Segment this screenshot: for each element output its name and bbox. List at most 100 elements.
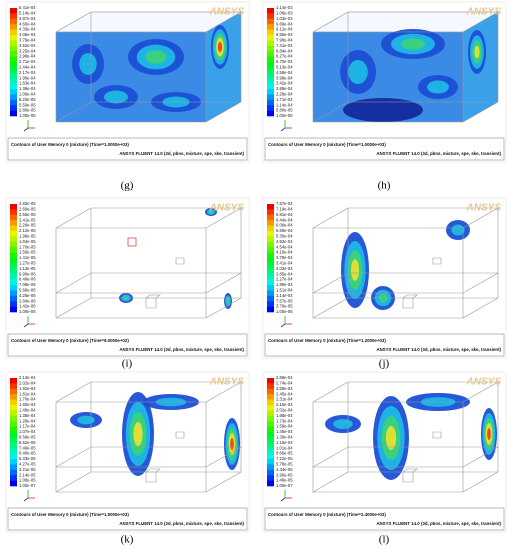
contour-blob [427, 80, 449, 94]
colorbar-band [267, 274, 274, 280]
colorbar-label: 6.81e-04 [276, 212, 293, 217]
colorbar-label: 1.60e-04 [19, 402, 36, 407]
contour-blob [333, 419, 353, 429]
colorbar-label: 2.26e-05 [19, 223, 36, 228]
colorbar-label: 2.41e-05 [19, 217, 36, 222]
colorbar-label: 5.66e-06 [19, 288, 36, 293]
colorbar-label: 1.98e-05 [19, 234, 36, 239]
box-edge [312, 11, 349, 33]
footer: ANSYS FLUENT 14.0 (3d, pbns, mixture, sp… [376, 151, 501, 156]
colorbar-band [10, 301, 17, 307]
colorbar-band [10, 209, 17, 216]
logo: ANSYS [466, 7, 502, 18]
colorbar-label: 2.55e-05 [19, 212, 36, 217]
panel-label: (g) [121, 180, 134, 192]
caption: Contours of User Memory 0 (mixture) (Tim… [11, 142, 129, 147]
colorbar-band [10, 437, 17, 444]
colorbar-band [10, 24, 17, 30]
colorbar-label: 2.69e-05 [19, 207, 36, 212]
colorbar-label: 4.92e-04 [276, 239, 293, 244]
contour-blob [385, 426, 397, 450]
contour-blob [133, 422, 143, 446]
colorbar-band [10, 247, 17, 253]
colorbar-label: 4.60e-04 [19, 21, 36, 26]
axis-triad [23, 323, 29, 328]
colorbar-label: 1.00e-07 [19, 483, 36, 488]
colorbar-label: 1.49e-04 [19, 408, 36, 413]
colorbar-label: 2.74e-04 [276, 381, 293, 386]
colorbar-band [267, 62, 274, 68]
colorbar-label: 2.88e-04 [276, 375, 293, 380]
contour-blob [451, 224, 465, 236]
contour-dark [343, 98, 423, 122]
colorbar-label: 2.90e-05 [276, 472, 293, 477]
colorbar-band [10, 252, 17, 259]
colorbar-label: 1.00e-06 [276, 309, 293, 314]
colorbar-band [267, 24, 274, 30]
colorbar-band [10, 13, 17, 20]
colorbar-label: 1.71e-04 [276, 97, 293, 102]
colorbar-label: 3.25e-04 [19, 48, 36, 53]
colorbar-label: 4.54e-04 [276, 244, 293, 249]
colorbar-band [267, 290, 274, 297]
colorbar-label: 1.70e-05 [19, 244, 36, 249]
colorbar-label: 1.08e-05 [19, 478, 36, 483]
box-edge [312, 207, 349, 229]
marker-box [127, 237, 137, 247]
colorbar-label: 1.70e-04 [19, 397, 36, 402]
colorbar-label: 2.80e-05 [19, 108, 36, 113]
colorbar-band [10, 388, 17, 395]
colorbar-label: 1.59e-04 [276, 424, 293, 429]
colorbar-band [267, 51, 274, 57]
colorbar-band [267, 442, 274, 449]
panel-label: (k) [121, 534, 134, 546]
colorbar-band [10, 306, 17, 313]
caption-box [264, 333, 505, 357]
colorbar-label: 1.51e-04 [276, 288, 293, 293]
colorbar-label: 1.00e-07 [276, 483, 293, 488]
contour-blob [104, 90, 128, 104]
colorbar-band [267, 301, 274, 307]
colorbar-label: 3.41e-04 [276, 261, 293, 266]
colorbar-label: 2.59e-04 [276, 386, 293, 391]
colorbar-band [10, 263, 17, 270]
colorbar-label: 7.19e-04 [276, 207, 293, 212]
colorbar-label: 1.81e-04 [19, 391, 36, 396]
colorbar-band [267, 426, 274, 433]
colorbar-label: 3.79e-05 [276, 304, 293, 309]
box-edge [55, 11, 92, 33]
box-edge [312, 101, 349, 123]
colorbar-band [267, 421, 274, 427]
colorbar-band [10, 442, 17, 449]
colorbar-label: 1.73e-04 [276, 418, 293, 423]
colorbar-label: 4.27e-05 [19, 462, 36, 467]
colorbar-label: 1.88e-04 [276, 413, 293, 418]
contour-blob [474, 45, 480, 59]
colorbar-label: 1.84e-05 [19, 239, 36, 244]
colorbar-band [267, 225, 274, 232]
colorbar-label: 2.65e-04 [276, 271, 293, 276]
box-edge [205, 101, 242, 123]
colorbar-label: 1.28e-04 [19, 418, 36, 423]
colorbar-band [267, 231, 274, 237]
colorbar-label: 8.20e-05 [19, 97, 36, 102]
colorbar-band [10, 258, 17, 264]
caption-box [7, 137, 248, 161]
colorbar-band [267, 72, 274, 79]
colorbar-label: 1.14e-04 [276, 102, 293, 107]
colorbar-label: 6.06e-04 [276, 223, 293, 228]
colorbar-label: 1.01e-04 [276, 445, 293, 450]
colorbar-band [267, 459, 274, 465]
colorbar-label: 2.31e-04 [276, 397, 293, 402]
colorbar-band [267, 40, 274, 47]
caption-box [7, 333, 248, 357]
colorbar-label: 7.41e-04 [276, 43, 293, 48]
colorbar-band [10, 225, 17, 232]
colorbar-band [10, 8, 17, 14]
colorbar-band [267, 78, 274, 84]
colorbar-band [267, 405, 274, 411]
colorbar-label: 6.84e-04 [276, 48, 293, 53]
colorbar-label: 1.08e-03 [276, 11, 293, 16]
colorbar-label: 2.98e-04 [19, 54, 36, 59]
colorbar-label: 4.56e-04 [276, 70, 293, 75]
